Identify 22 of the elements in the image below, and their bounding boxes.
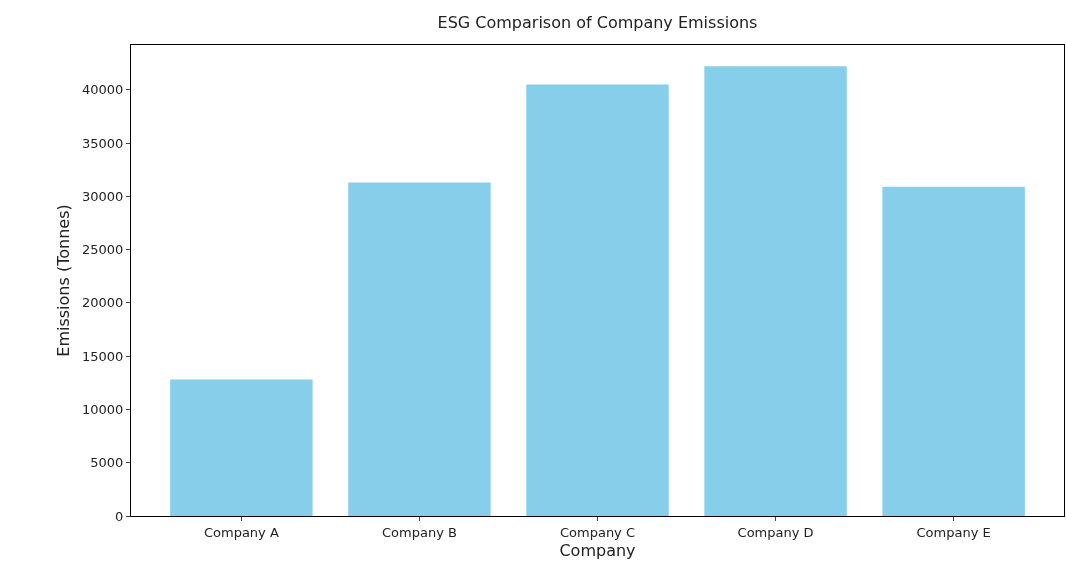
bar: [526, 84, 669, 516]
y-tick-label: 20000: [82, 295, 124, 311]
x-axis-title: Company: [559, 541, 636, 561]
bar: [882, 186, 1025, 516]
y-tick-label: 25000: [82, 242, 124, 258]
x-tick-label: Company A: [203, 524, 279, 540]
x-tick-label: Company E: [916, 524, 991, 540]
bar: [704, 66, 847, 516]
y-axis-title: Emissions (Tonnes): [53, 204, 73, 357]
y-tick-label: 40000: [82, 82, 124, 98]
x-tick-label: Company B: [382, 524, 457, 540]
bar: [170, 379, 313, 516]
y-tick-label: 30000: [82, 188, 124, 204]
bar: [348, 182, 491, 516]
y-tick-label: 15000: [82, 348, 124, 364]
y-tick-label: 5000: [90, 455, 124, 471]
y-tick-label: 0: [115, 508, 124, 524]
x-tick-label: Company D: [737, 524, 814, 540]
y-tick-label: 35000: [82, 135, 124, 151]
chart-title: ESG Comparison of Company Emissions: [437, 12, 758, 32]
x-tick-label: Company C: [559, 524, 636, 540]
y-tick-label: 10000: [82, 401, 124, 417]
